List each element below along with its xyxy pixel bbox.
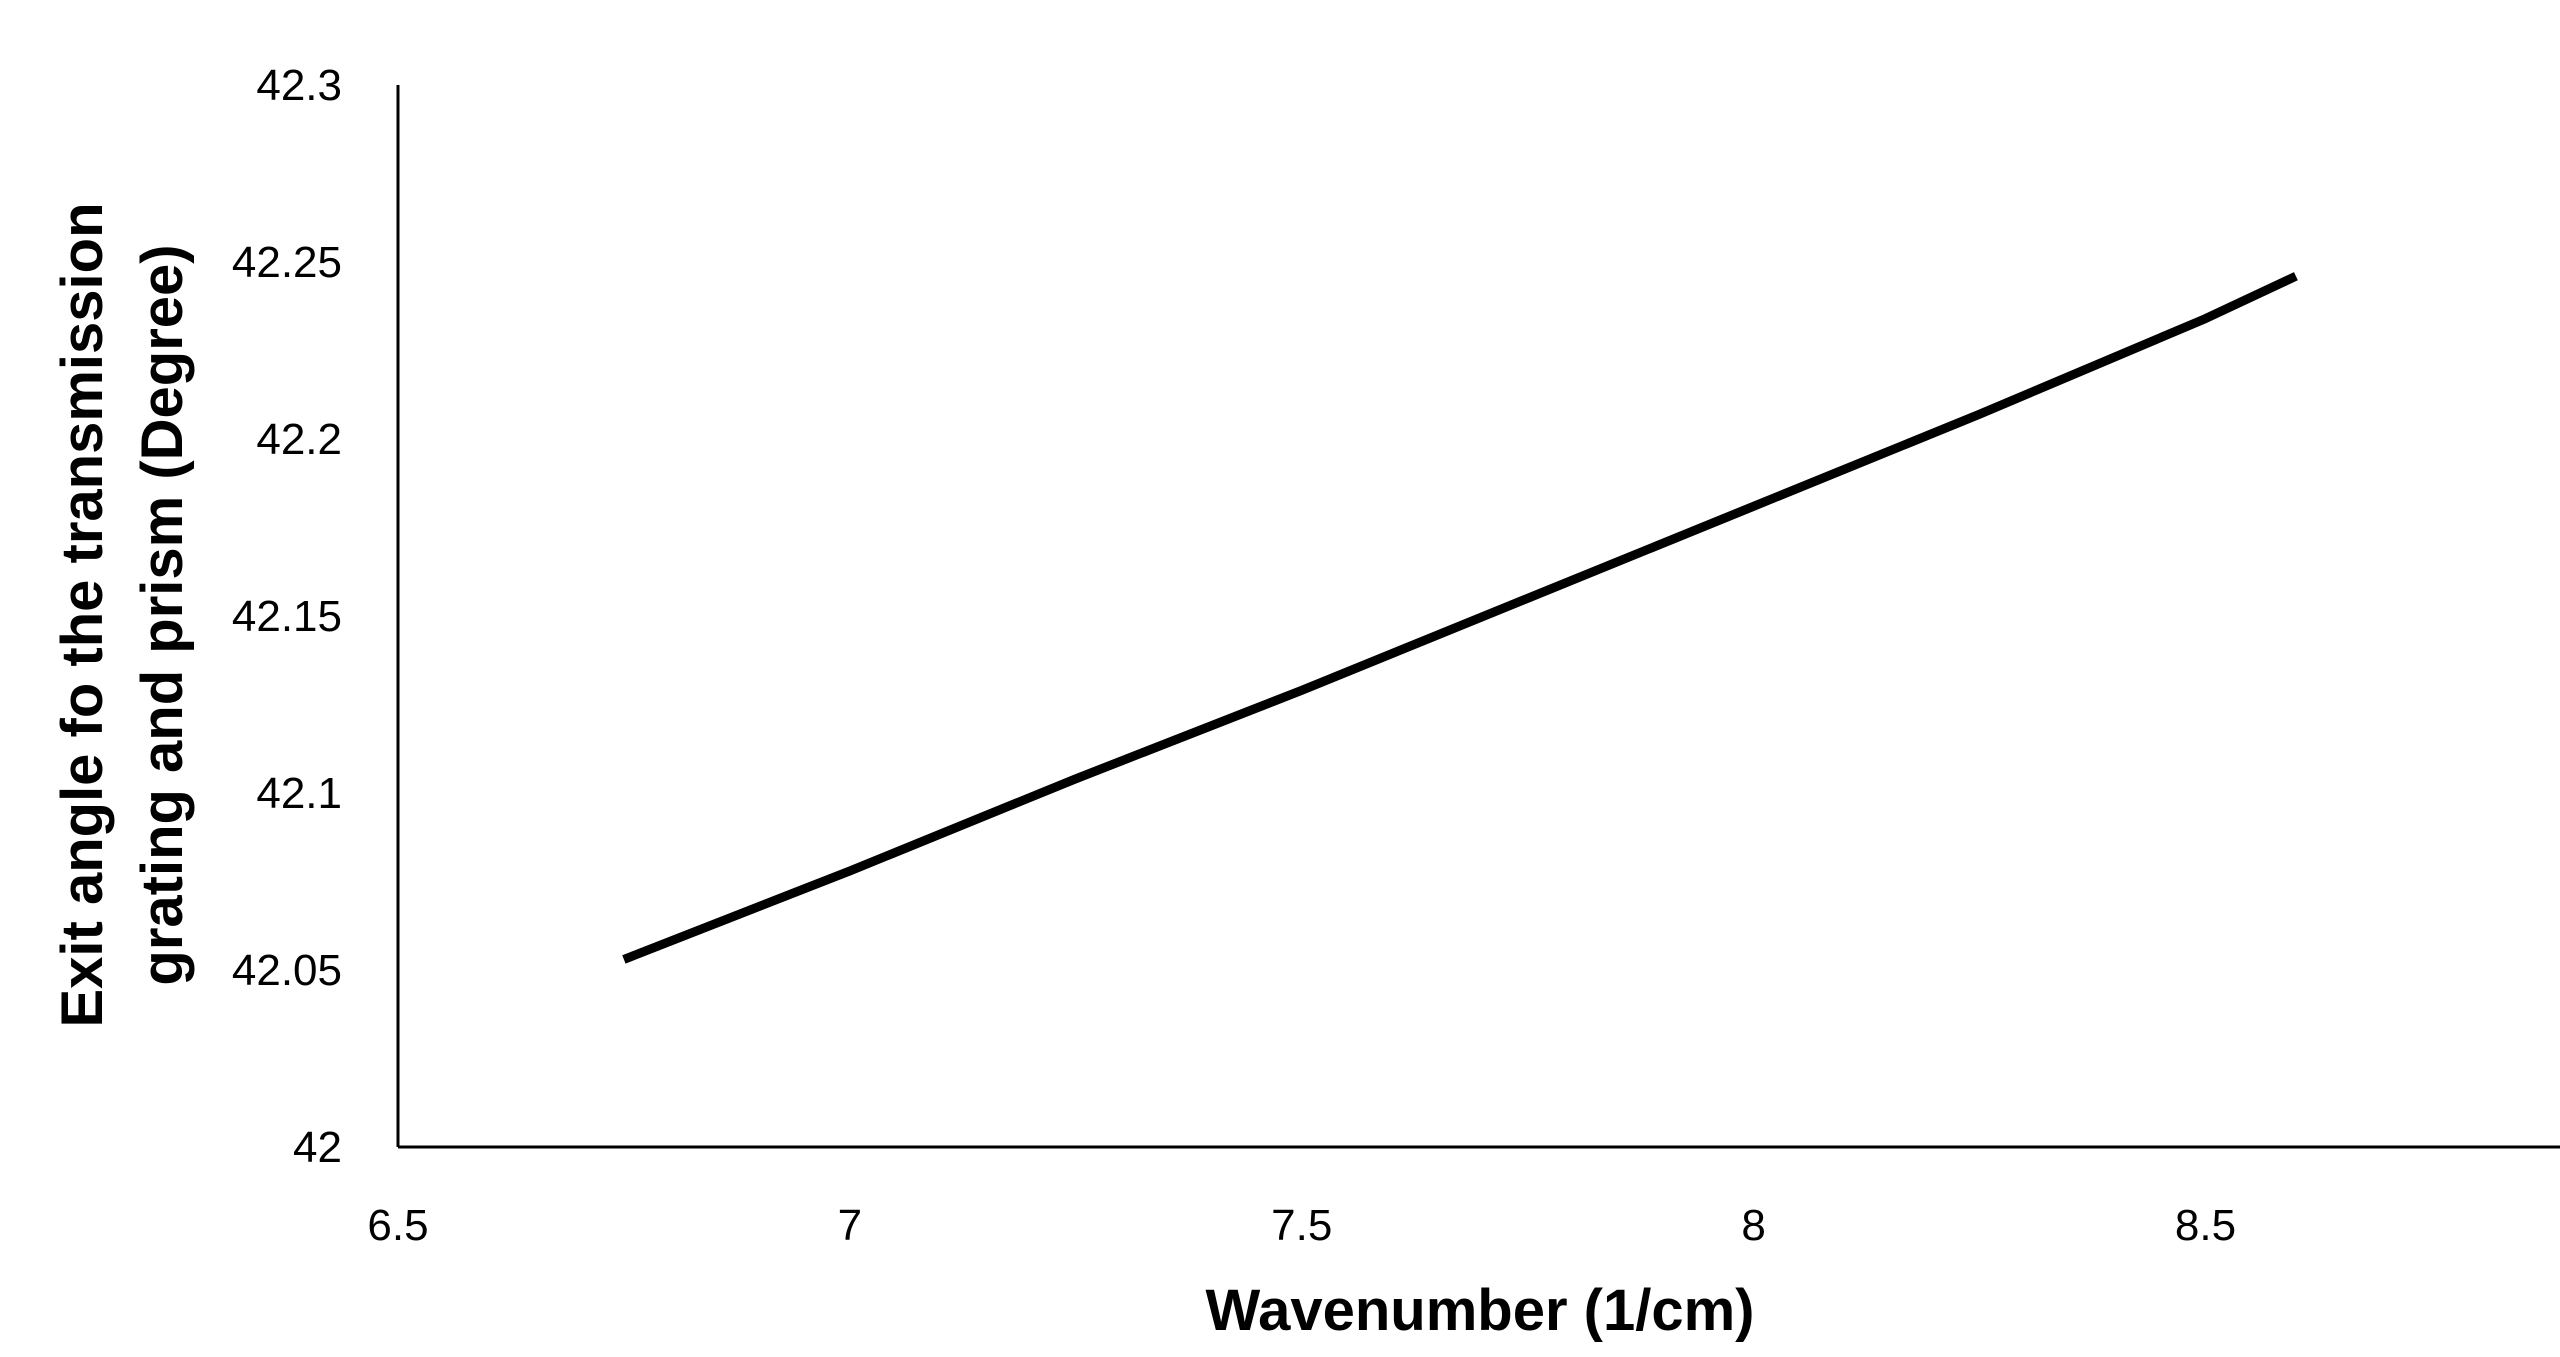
- plot-area: 42 42.05 42.1 42.15 42.2 42.25 42.3 6.5 7 7.5 8 8.…: [232, 61, 2560, 1250]
- x-tick-label: 8: [1741, 1201, 1765, 1250]
- y-tick-label: 42.2: [256, 415, 342, 464]
- x-axis-title: Wavenumber (1/cm): [1206, 1278, 1755, 1343]
- x-tick-label: 7: [838, 1201, 862, 1250]
- y-axis-title: Exit angle fo the transmission grating a…: [50, 202, 195, 1027]
- y-tick-label: 42.15: [232, 592, 342, 641]
- series-line: [622, 272, 2298, 964]
- x-tick-label: 7.5: [1271, 1201, 1332, 1250]
- y-axis-title-line-2: grating and prism (Degree): [130, 244, 195, 985]
- y-tick-label: 42.1: [256, 769, 342, 818]
- x-tick-label: 6.5: [367, 1201, 428, 1250]
- x-tick-labels: 6.5 7 7.5 8 8.5: [367, 1201, 2236, 1250]
- y-tick-label: 42.3: [256, 61, 342, 110]
- y-tick-label: 42: [293, 1123, 342, 1172]
- y-tick-label: 42.25: [232, 238, 342, 287]
- y-axis-title-line-1: Exit angle fo the transmission: [50, 202, 115, 1027]
- y-tick-labels: 42 42.05 42.1 42.15 42.2 42.25 42.3: [232, 61, 342, 1172]
- x-tick-label: 8.5: [2175, 1201, 2236, 1250]
- y-tick-label: 42.05: [232, 946, 342, 995]
